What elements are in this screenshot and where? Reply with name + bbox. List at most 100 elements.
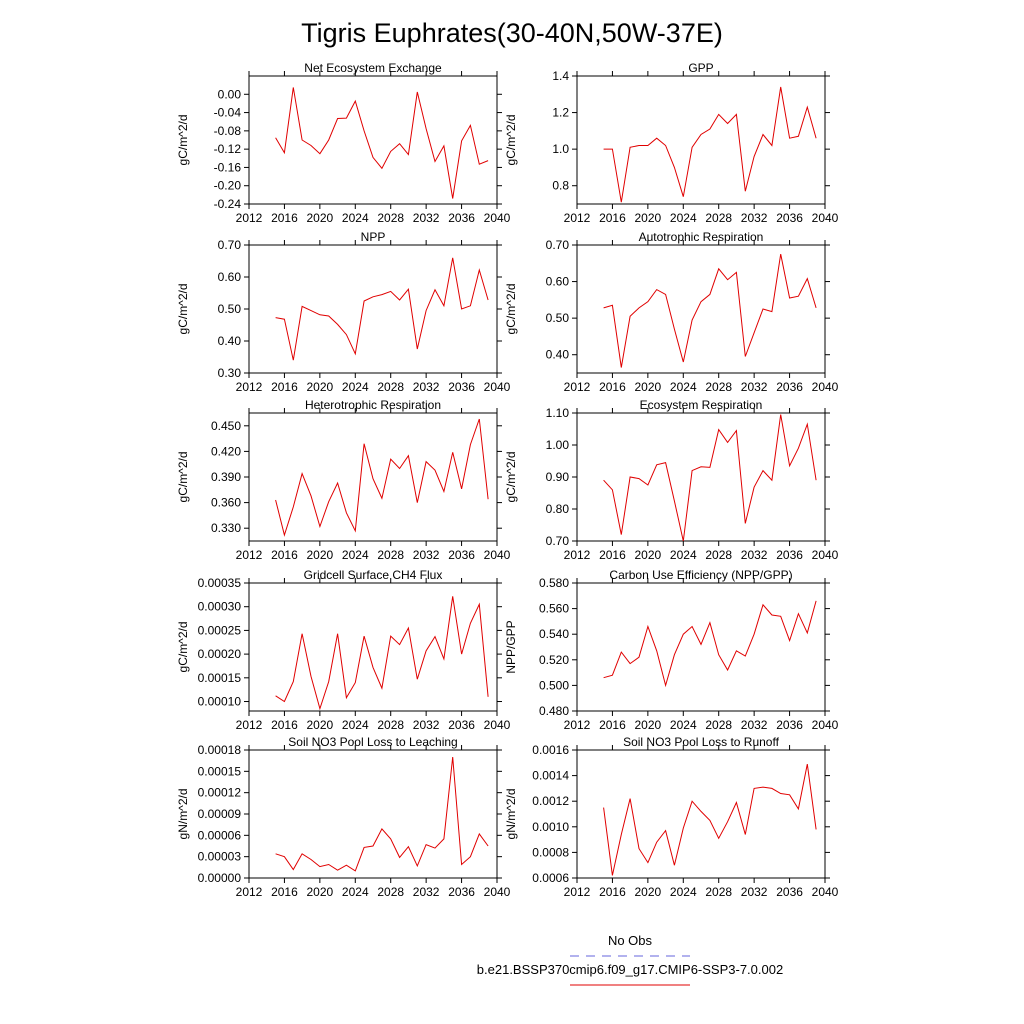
x-tick-label: 2020: [635, 885, 662, 899]
x-tick-label: 2012: [564, 380, 591, 394]
y-axis-label: gC/m^2/d: [176, 284, 190, 335]
panel-title: Soil NO3 Pool Loss to Leaching: [288, 735, 457, 749]
x-tick-label: 2016: [599, 548, 626, 562]
y-axis-label: gC/m^2/d: [504, 452, 518, 503]
x-tick-label: 2032: [413, 885, 440, 899]
plot-frame: [248, 582, 498, 712]
x-tick-label: 2032: [413, 380, 440, 394]
y-tick-label: 0.00003: [198, 850, 242, 864]
x-tick-label: 2028: [377, 548, 404, 562]
chart-panel-8: Soil NO3 Pool Loss to Leaching gN/m^2/d 0.…: [176, 735, 511, 899]
x-tick-label: 2012: [236, 211, 263, 225]
y-tick-label: 0.360: [211, 496, 241, 510]
y-tick-label: 1.10: [546, 406, 570, 420]
panel-title: NPP: [361, 230, 386, 244]
panel-title: Ecosystem Respiration: [640, 398, 763, 412]
y-tick-label: 0.390: [211, 470, 241, 484]
legend-obs-label: No Obs: [608, 933, 653, 948]
y-tick-label: 0.70: [546, 238, 570, 252]
y-axis-label: gC/m^2/d: [176, 622, 190, 673]
x-tick-label: 2016: [271, 380, 298, 394]
y-tick-label: 0.520: [539, 653, 569, 667]
y-axis-label: gN/m^2/d: [176, 789, 190, 840]
series-line: [275, 418, 489, 537]
y-tick-label: 0.8: [552, 179, 569, 193]
series-line: [275, 257, 489, 361]
panel-title: Soil NO3 Pool Loss to Runoff: [623, 735, 780, 749]
x-tick-label: 2024: [342, 718, 369, 732]
x-tick-label: 2012: [236, 548, 263, 562]
y-tick-label: -0.04: [214, 106, 242, 120]
y-tick-label: 0.50: [546, 311, 570, 325]
x-tick-label: 2032: [413, 211, 440, 225]
x-tick-label: 2016: [599, 380, 626, 394]
y-axis-label: gC/m^2/d: [176, 115, 190, 166]
series-line: [603, 764, 817, 876]
y-tick-label: 0.330: [211, 521, 241, 535]
panels-group: Net Ecosystem Exchange gC/m^2/d 0.00 -0.04 -…: [176, 61, 839, 899]
plot-frame: [576, 582, 826, 712]
x-tick-label: 2040: [484, 211, 511, 225]
plot-frame: [576, 75, 826, 205]
y-tick-label: 0.00006: [198, 828, 242, 842]
y-tick-label: 1.0: [552, 142, 569, 156]
y-axis-label: gC/m^2/d: [504, 115, 518, 166]
x-tick-label: 2032: [413, 548, 440, 562]
x-tick-label: 2024: [342, 885, 369, 899]
y-axis-label: gC/m^2/d: [504, 284, 518, 335]
y-tick-label: 0.00018: [198, 743, 242, 757]
legend: No Obs b.e21.BSSP370cmip6.f09_g17.CMIP6-…: [477, 933, 783, 986]
x-tick-label: 2012: [236, 718, 263, 732]
x-tick-label: 2020: [307, 548, 334, 562]
x-tick-label: 2020: [635, 211, 662, 225]
x-tick-label: 2024: [342, 380, 369, 394]
y-tick-label: 0.00012: [198, 786, 242, 800]
x-tick-label: 2036: [448, 211, 475, 225]
figure-title: Tigris Euphrates(30-40N,50W-37E): [301, 18, 723, 48]
x-tick-label: 2032: [741, 718, 768, 732]
y-tick-label: 0.00: [218, 87, 242, 101]
y-tick-label: 0.60: [218, 270, 242, 284]
x-tick-label: 2020: [307, 718, 334, 732]
y-tick-label: 0.480: [539, 704, 569, 718]
y-tick-label: -0.24: [214, 197, 242, 211]
panel-title: Autotrophic Respiration: [639, 230, 764, 244]
x-tick-label: 2032: [741, 380, 768, 394]
x-tick-label: 2028: [705, 885, 732, 899]
chart-panel-1: GPP gC/m^2/d 0.8 1.0 1.2 1.4 2012 2016 2020 2024 2…: [504, 61, 839, 225]
plot-frame: [248, 75, 498, 205]
x-tick-label: 2024: [670, 548, 697, 562]
x-tick-label: 2040: [484, 885, 511, 899]
plot-frame: [576, 244, 826, 374]
x-tick-label: 2032: [741, 211, 768, 225]
y-tick-label: 0.580: [539, 576, 569, 590]
x-tick-label: 2020: [635, 548, 662, 562]
y-tick-label: 0.0006: [532, 871, 569, 885]
chart-panel-0: Net Ecosystem Exchange gC/m^2/d 0.00 -0.04 -…: [176, 61, 511, 225]
y-tick-label: 0.00025: [198, 623, 242, 637]
y-tick-label: 0.420: [211, 444, 241, 458]
x-tick-label: 2028: [705, 548, 732, 562]
x-tick-label: 2028: [705, 718, 732, 732]
x-tick-label: 2032: [741, 885, 768, 899]
y-tick-label: 0.00009: [198, 807, 242, 821]
series-line: [275, 596, 489, 711]
y-tick-label: 0.90: [546, 470, 570, 484]
y-axis-label: gN/m^2/d: [504, 789, 518, 840]
x-tick-label: 2024: [670, 211, 697, 225]
x-tick-label: 2012: [236, 380, 263, 394]
y-tick-label: 0.40: [546, 348, 570, 362]
x-tick-label: 2012: [564, 548, 591, 562]
y-tick-label: 0.50: [218, 302, 242, 316]
y-tick-label: 0.540: [539, 627, 569, 641]
x-tick-label: 2028: [377, 380, 404, 394]
x-tick-label: 2012: [564, 885, 591, 899]
x-tick-label: 2016: [599, 885, 626, 899]
x-tick-label: 2040: [812, 548, 839, 562]
chart-panel-9: Soil NO3 Pool Loss to Runoff gN/m^2/d 0.00…: [504, 735, 839, 899]
series-line: [603, 414, 817, 542]
y-tick-label: 0.30: [218, 366, 242, 380]
x-tick-label: 2040: [812, 211, 839, 225]
panel-title: GPP: [688, 61, 713, 75]
